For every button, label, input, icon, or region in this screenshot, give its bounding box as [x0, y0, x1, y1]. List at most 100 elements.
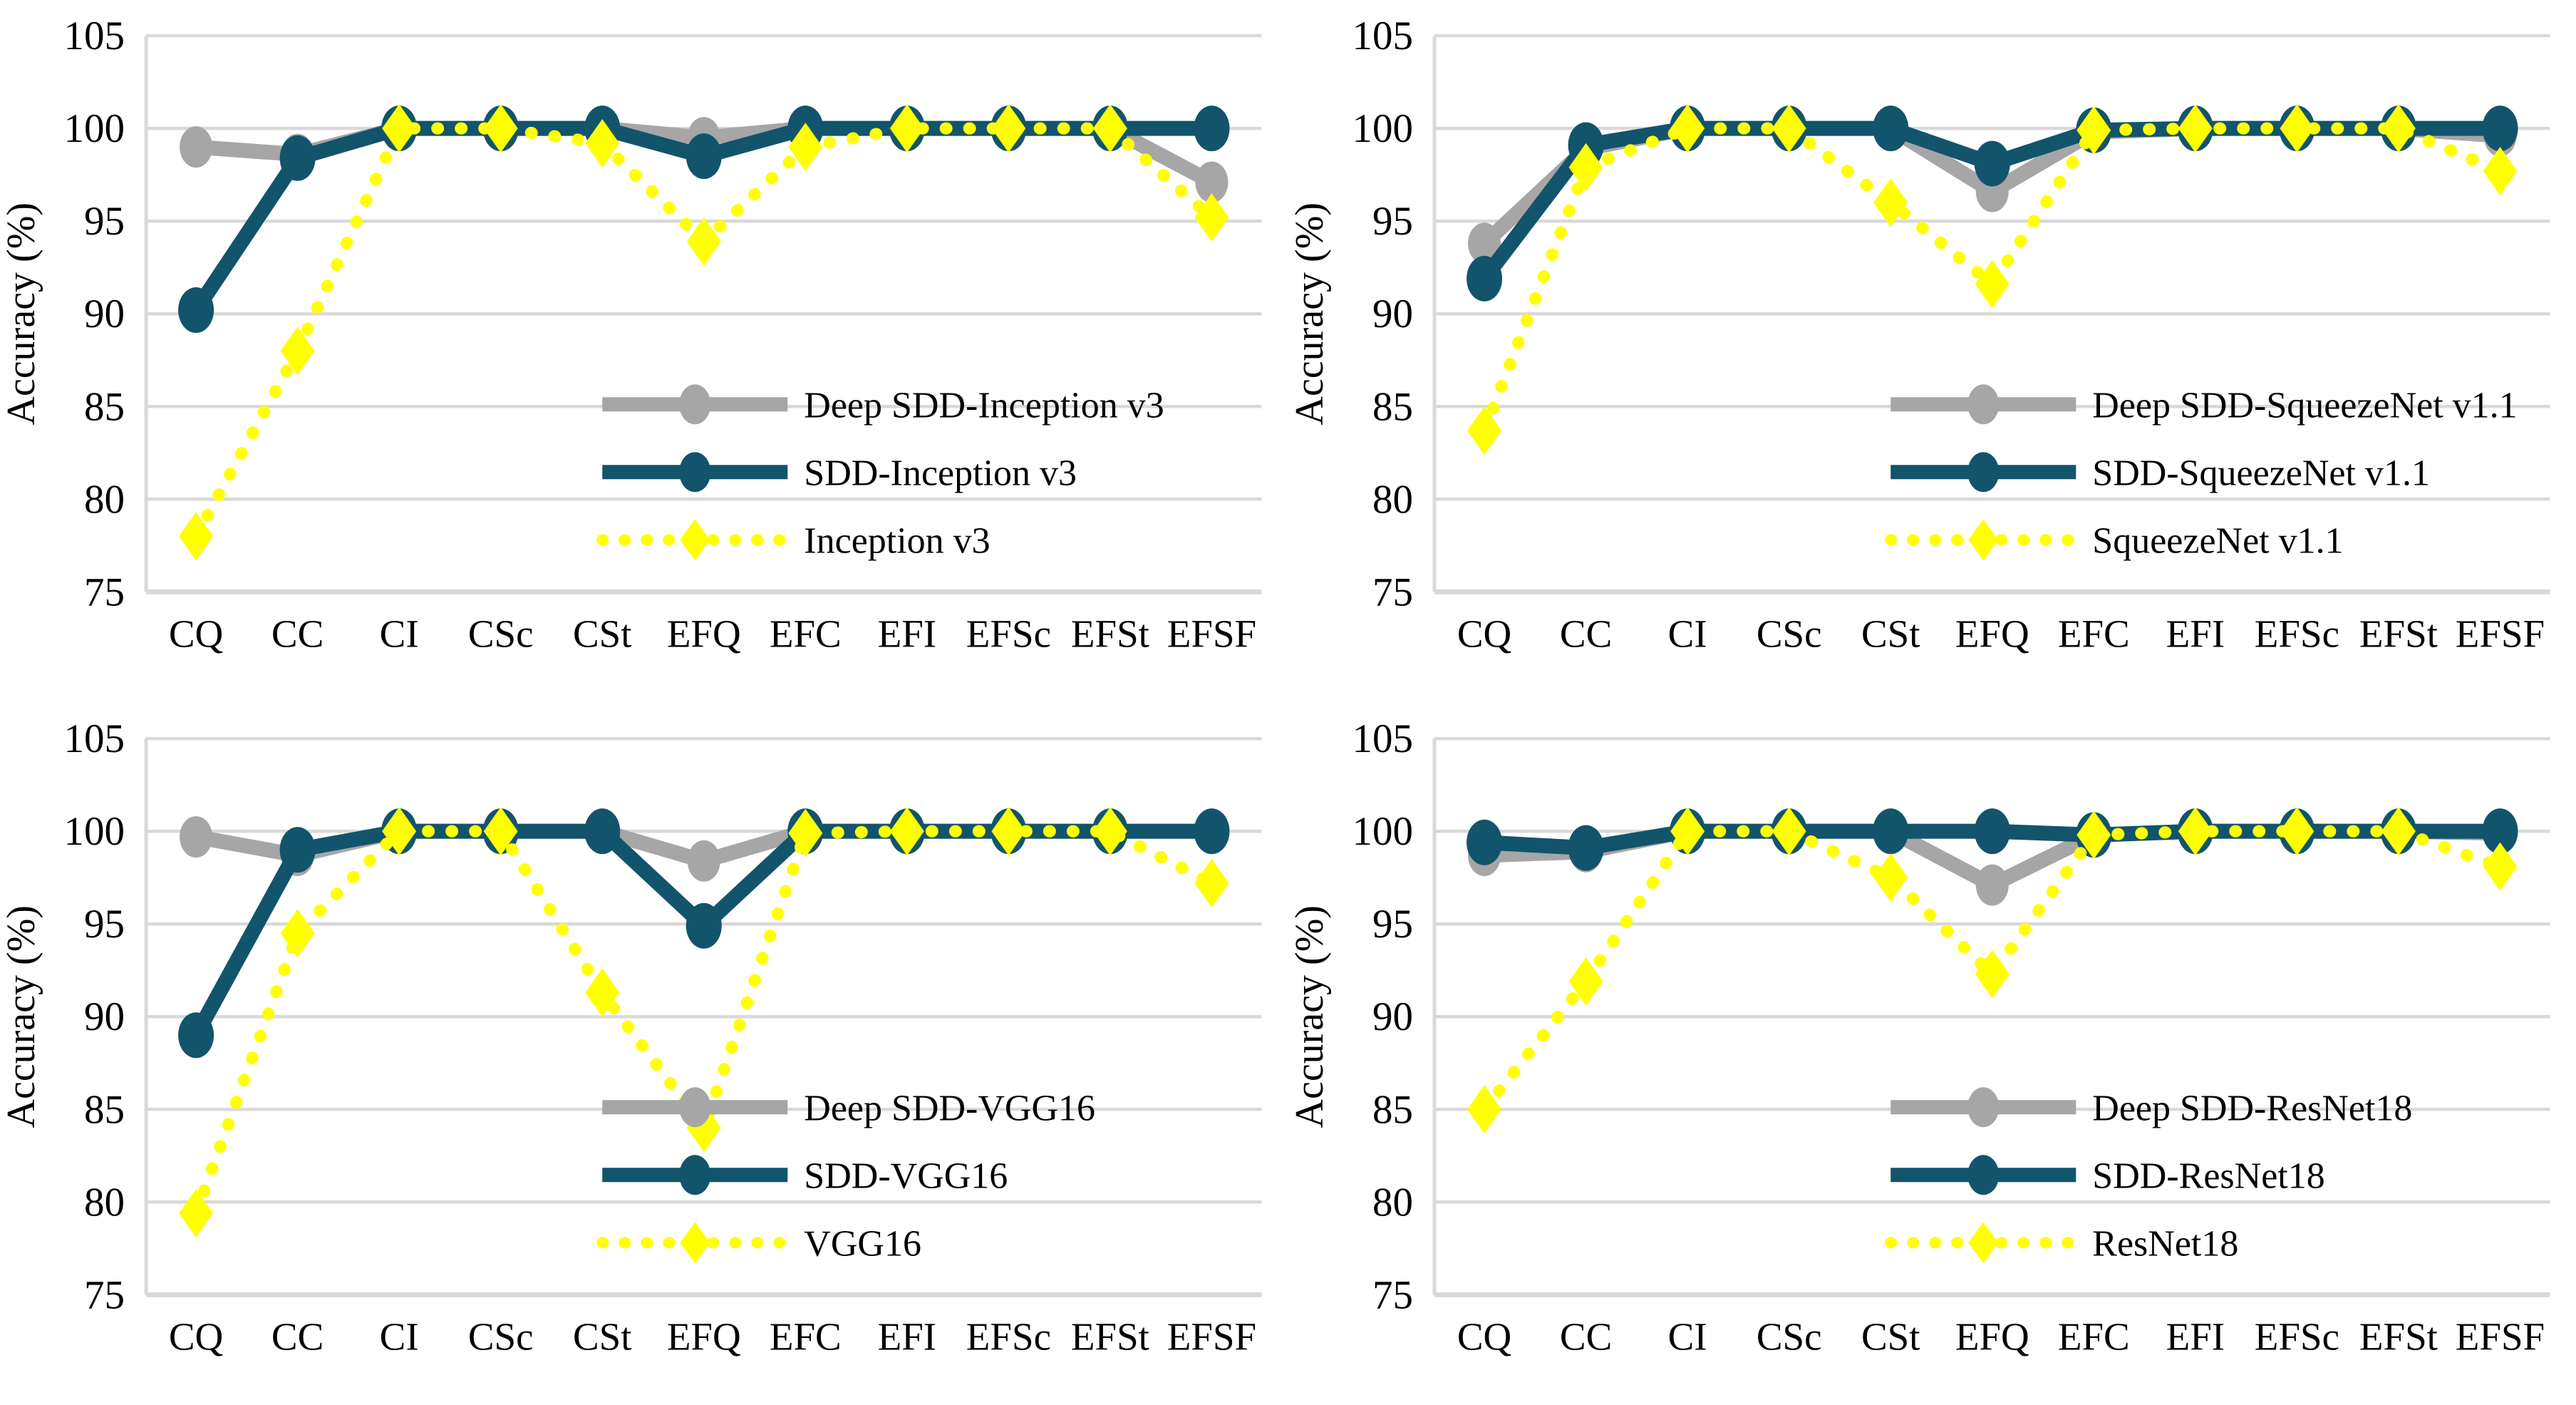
y-tick-label: 75 — [84, 570, 125, 614]
data-point-blue — [178, 287, 214, 334]
legend-item: Inception v3 — [596, 519, 990, 561]
x-tick-label: CSc — [1756, 1314, 1821, 1358]
data-point-yellow — [382, 104, 417, 153]
legend-marker-diamond — [1967, 1221, 1998, 1263]
data-point-yellow — [2076, 810, 2111, 859]
data-point-yellow — [2279, 806, 2314, 855]
legend-label: Deep SDD-VGG16 — [804, 1088, 1095, 1128]
x-tick-label: CSc — [1756, 612, 1821, 655]
y-tick-label: 90 — [84, 994, 125, 1039]
data-point-blue — [1194, 105, 1230, 152]
data-point-yellow — [2381, 806, 2416, 855]
x-tick-label: EFSt — [1071, 612, 1149, 655]
data-point-yellow — [2482, 842, 2517, 891]
x-tick-label: CQ — [1457, 612, 1511, 655]
legend-marker-diamond — [1967, 519, 1998, 561]
data-point-gray — [180, 815, 213, 858]
data-point-blue — [279, 135, 316, 181]
data-point-yellow — [1873, 853, 1908, 902]
legend-item: SqueezeNet v1.1 — [1884, 519, 2343, 561]
chart-top-right-squeezenet: 105 100 95 90 85 80 75 Accuracy (%) CQ CC CI CSc CSt… — [1288, 0, 2576, 703]
data-point-yellow — [1771, 104, 1806, 153]
x-tick-label: EFQ — [667, 612, 741, 655]
data-point-blue — [1568, 825, 1604, 871]
y-tick-label: 105 — [64, 14, 125, 58]
x-tick-label: EFI — [878, 612, 937, 655]
data-point-blue — [178, 1012, 214, 1058]
y-tick-label: 100 — [1352, 809, 1413, 854]
chart-top-left-inception-v3: 105 100 95 90 85 80 75 Accuracy (%) CQ CC CI CSc CSt… — [0, 0, 1288, 703]
x-tick-label: EFC — [770, 1314, 842, 1358]
data-point-blue — [1974, 808, 2010, 854]
chart-bottom-left-vgg16: 105 100 95 90 85 80 75 Accuracy (%) CQ CC CI CSc CSt… — [0, 703, 1288, 1405]
legend-label: SDD-ResNet18 — [2092, 1156, 2324, 1196]
chart-svg-vgg16: 105 100 95 90 85 80 75 Accuracy (%) CQ CC CI CSc CSt… — [0, 716, 1262, 1358]
y-tick-label: 85 — [1372, 384, 1413, 429]
y-axis-title: Accuracy (%) — [0, 202, 43, 425]
data-point-yellow — [1568, 957, 1603, 1006]
x-tick-label: CSc — [468, 612, 534, 655]
x-tick-label: CI — [380, 1314, 419, 1358]
y-tick-label: 85 — [84, 1087, 125, 1132]
data-point-yellow — [991, 806, 1026, 855]
y-tick-label: 105 — [1352, 14, 1413, 58]
legend-marker-circle — [1967, 1086, 1999, 1127]
data-point-yellow — [2178, 806, 2213, 855]
x-tick-label: CC — [1559, 1314, 1611, 1358]
data-point-yellow — [179, 1188, 214, 1237]
chart-svg-inception-v3: 105 100 95 90 85 80 75 Accuracy (%) CQ CC CI CSc CSt… — [0, 14, 1262, 655]
legend-item: SDD-Inception v3 — [602, 452, 1077, 493]
chart-svg-squeezenet: 105 100 95 90 85 80 75 Accuracy (%) CQ CC CI CSc CSt… — [1288, 14, 2550, 655]
x-tick-label: CC — [271, 1314, 324, 1358]
legend-marker-circle — [1967, 1154, 1999, 1195]
legend-marker-diamond — [680, 519, 710, 561]
legend-label: VGG16 — [804, 1223, 921, 1264]
y-tick-label: 80 — [84, 477, 125, 522]
legend-item: VGG16 — [596, 1221, 921, 1264]
y-tick-label: 100 — [64, 106, 125, 151]
data-point-blue — [1466, 819, 1502, 865]
x-tick-label: CQ — [1457, 1314, 1511, 1358]
data-point-yellow — [2076, 105, 2111, 155]
chart-svg-resnet18: 105 100 95 90 85 80 75 Accuracy (%) CQ CC CI CSc CSt… — [1288, 716, 2550, 1358]
x-tick-label: EFSt — [1071, 1314, 1149, 1358]
x-tick-label: EFSF — [1167, 1314, 1256, 1358]
legend-marker-circle — [679, 384, 711, 425]
legend-item: Deep SDD-Inception v3 — [602, 384, 1164, 426]
x-tick-label: CC — [271, 612, 324, 655]
data-point-yellow — [483, 104, 518, 153]
data-point-blue — [2481, 808, 2518, 854]
data-point-yellow — [382, 806, 417, 855]
data-point-gray — [1975, 864, 2009, 906]
data-point-yellow — [1873, 178, 1908, 227]
data-point-yellow — [2279, 104, 2314, 153]
x-tick-label: CI — [1667, 1314, 1707, 1358]
series-line-yellow — [190, 825, 1218, 1219]
y-tick-label: 95 — [1372, 199, 1413, 244]
data-point-yellow — [179, 512, 214, 561]
legend-marker-circle — [679, 452, 711, 493]
data-point-gray — [1467, 222, 1501, 264]
data-point-blue — [2481, 105, 2518, 152]
y-tick-label: 95 — [84, 199, 125, 244]
y-axis-title: Accuracy (%) — [0, 905, 43, 1128]
y-tick-label: 85 — [84, 384, 125, 429]
y-tick-label: 80 — [1372, 477, 1413, 522]
x-tick-label: CSc — [468, 1314, 534, 1358]
x-tick-label: CSt — [573, 612, 632, 655]
legend-label: Deep SDD-SqueezeNet v1.1 — [2092, 385, 2517, 426]
legend-marker-circle — [1967, 452, 1999, 493]
legend-marker-diamond — [680, 1221, 710, 1263]
y-tick-label: 75 — [84, 1272, 125, 1317]
data-point-yellow — [991, 104, 1026, 153]
legend-item: SDD-SqueezeNet v1.1 — [1890, 452, 2429, 493]
x-tick-label: EFC — [2057, 1314, 2129, 1358]
y-tick-label: 90 — [84, 292, 125, 336]
data-point-yellow — [1771, 806, 1806, 855]
legend-label: Deep SDD-ResNet18 — [2092, 1088, 2412, 1128]
data-point-yellow — [1092, 806, 1127, 855]
data-point-blue — [1872, 808, 1908, 854]
x-tick-label: EFSt — [2359, 1314, 2437, 1358]
data-point-gray — [180, 126, 213, 168]
